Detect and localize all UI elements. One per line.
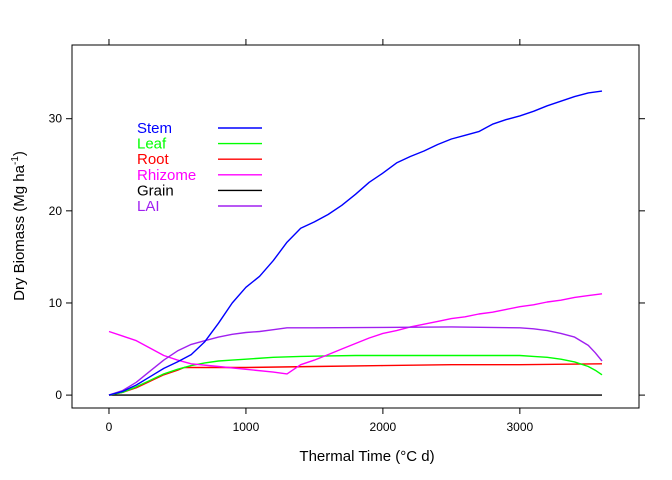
x-tick-label: 3000 [506,420,533,434]
x-axis-title: Thermal Time (°C d) [299,448,434,465]
legend-label-rhizome: Rhizome [137,167,196,184]
y-tick-label: 30 [49,112,63,126]
x-tick-label: 1000 [233,420,260,434]
legend-label-grain: Grain [137,182,174,199]
y-axis-title: Dry Biomass (Mg ha-1) [10,151,28,301]
series-lines [108,90,603,396]
legend-label-leaf: Leaf [137,136,167,153]
legend-label-root: Root [137,151,170,168]
y-tick-label: 20 [49,204,63,218]
x-tick-label: 2000 [370,420,397,434]
y-tick-label: 10 [49,296,63,310]
y-axis-title-suffix: ) [11,151,28,156]
y-tick-label: 0 [55,388,62,402]
plot-frame [71,44,640,409]
x-tick-label: 0 [106,420,113,434]
axis-tick-labels: 0 1000 2000 3000 0 10 20 30 [49,112,534,434]
series-line-root [108,363,603,396]
legend-label-stem: Stem [137,120,172,137]
y-axis-title-exponent: -1 [10,156,21,165]
axis-ticks [66,39,645,414]
legend-label-lai: LAI [137,198,160,215]
series-line-rhizome [108,293,603,375]
series-line-leaf [108,354,603,396]
y-axis-title-main: Dry Biomass (Mg ha [11,164,28,301]
series-line-lai [108,326,603,396]
series-line-stem [108,90,603,396]
